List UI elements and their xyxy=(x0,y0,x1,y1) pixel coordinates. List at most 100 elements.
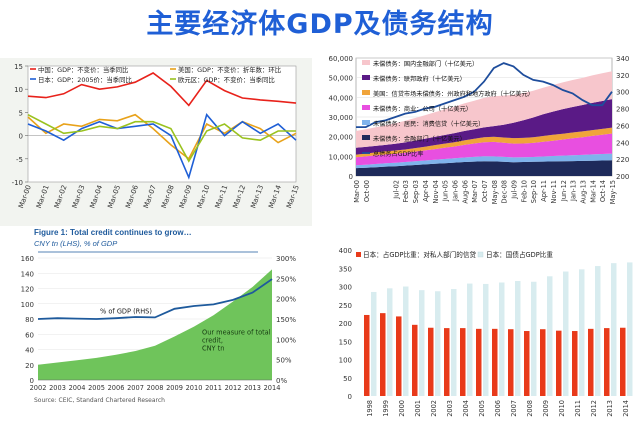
legend-label: 美国：信贷市场未偿债务：州政府和地方政府（十亿美元） xyxy=(373,90,534,98)
y-tick-label: -5 xyxy=(16,156,23,164)
bar-private-credit xyxy=(508,329,514,396)
y-tick-label: 20,000 xyxy=(329,134,354,142)
area-series-3 xyxy=(356,127,612,158)
china-credit-svg: 0 20 40 60 80 100 120 140 160 0% 50% 100% 150% 200% 25… xyxy=(21,251,296,404)
x-tick-label: 2009 xyxy=(166,384,183,392)
x-tick-label: 2002 xyxy=(430,400,438,417)
y-tick-label: 0 xyxy=(348,393,352,401)
bar-private-credit xyxy=(460,328,466,396)
bar-private-credit xyxy=(476,328,482,396)
x-tick-label: 2003 xyxy=(446,400,454,417)
series-line-0 xyxy=(27,72,297,107)
x-tick-label: 2013 xyxy=(606,400,614,417)
x-tick-label: 2012 xyxy=(225,384,242,392)
y-tick-label: 15 xyxy=(14,63,23,71)
legend-swatch xyxy=(356,252,361,257)
area-series-2 xyxy=(356,133,612,166)
x-tick-label: Mar-02 xyxy=(53,184,69,209)
x-tick-label: Mar-14 xyxy=(267,183,283,209)
x-tick-label: Mar-14 xyxy=(589,180,597,203)
y2-tick-label: 340 xyxy=(616,55,629,63)
y-tick-label: 40,000 xyxy=(329,94,354,102)
x-tick-label: 2005 xyxy=(478,400,486,417)
y2-tick-label: 220 xyxy=(616,156,629,164)
x-tick-label: 2011 xyxy=(574,400,582,417)
legend-swatch xyxy=(362,75,370,80)
bar-private-credit xyxy=(428,327,434,396)
x-tick-label: Oct-14 xyxy=(599,180,607,202)
y-tick-label: 30,000 xyxy=(329,114,354,122)
x-tick-label: Mar-07 xyxy=(142,184,158,209)
x-tick-label: Apr-04 xyxy=(422,180,430,202)
bar-government-debt xyxy=(579,269,585,396)
x-tick-label: Jul-02 xyxy=(392,180,400,200)
x-tick-label: 2007 xyxy=(127,384,144,392)
x-tick-label: Mar-03 xyxy=(71,184,87,209)
y-tick-label: 0 xyxy=(349,173,353,181)
legend-label: 日本：GDP：2005价：当季同比 xyxy=(38,75,133,84)
y-tick-label: 150 xyxy=(339,338,352,346)
y2-tick-label: 50% xyxy=(276,357,292,365)
x-tick-label: Mar-01 xyxy=(35,184,51,209)
x-tick-label: Mar-06 xyxy=(124,183,140,209)
y-tick-label: 120 xyxy=(21,286,34,294)
x-tick-label: Mar-08 xyxy=(160,184,176,209)
legend-label: 日本：国债占GDP比重 xyxy=(486,250,553,259)
series-line-2 xyxy=(27,113,297,180)
x-tick-label: 1999 xyxy=(382,400,390,417)
bar-government-debt xyxy=(451,289,457,396)
y-tick-label: 100 xyxy=(339,357,352,365)
x-tick-label: Aug-13 xyxy=(579,180,587,204)
bar-government-debt xyxy=(563,271,569,396)
legend-label: 未偿债务：金融部门（十亿美元） xyxy=(373,135,466,143)
x-tick-label: 2012 xyxy=(590,400,598,417)
bar-government-debt xyxy=(531,281,537,396)
bar-government-debt xyxy=(403,286,409,396)
legend-label: 中国：GDP：不变价：当季同比 xyxy=(38,65,129,74)
y-tick-label: 40 xyxy=(25,347,34,355)
x-tick-label: Mar-07 xyxy=(471,180,479,203)
chart-gdp-growth: -10 -5 0 5 10 15 Mar-00 Mar-01 Mar-02 Mar-03 Mar-0… xyxy=(0,58,312,226)
x-tick-label: 2014 xyxy=(264,384,281,392)
legend-label: 未偿债务：商业：公司（十亿美元） xyxy=(373,105,472,113)
y2-tick-label: 0% xyxy=(276,377,287,385)
y-tick-label: 20 xyxy=(25,362,34,370)
x-tick-label: Mar-13 xyxy=(249,184,265,209)
gdp-ratio-line xyxy=(37,278,273,320)
x-tick-label: Dec-08 xyxy=(501,180,509,204)
bar-private-credit xyxy=(572,331,578,396)
bar-private-credit xyxy=(588,328,594,396)
y2-tick-label: 150% xyxy=(276,316,296,324)
us-debt-svg: 0 10,000 20,000 30,000 40,000 50,000 60,000 200… xyxy=(329,55,630,204)
y-tick-label: 0 xyxy=(30,377,34,385)
source-note: Source: CEIC, Standard Chartered Researc… xyxy=(34,397,165,404)
bar-private-credit xyxy=(620,327,626,396)
y2-tick-label: 240 xyxy=(616,139,629,147)
y2-tick-label: 200 xyxy=(616,173,629,181)
x-tick-label: 2005 xyxy=(88,384,105,392)
x-tick-label: Feb-10 xyxy=(520,180,528,202)
x-tick-label: 2009 xyxy=(542,400,550,417)
y-tick-label: 80 xyxy=(25,316,34,324)
x-tick-label: 2010 xyxy=(186,384,203,392)
bar-government-debt xyxy=(515,281,521,396)
x-tick-label: 2008 xyxy=(526,400,534,417)
bar-private-credit xyxy=(412,324,418,396)
bar-government-debt xyxy=(419,290,425,396)
x-tick-label: 2006 xyxy=(108,384,125,392)
x-tick-label: Jul-09 xyxy=(511,180,519,200)
annotation-gdp-ratio: % of GDP (RHS) xyxy=(100,308,152,316)
x-tick-label: 1998 xyxy=(366,400,374,417)
legend-swatch xyxy=(362,90,370,95)
chart-us-debt: 0 10,000 20,000 30,000 40,000 50,000 60,000 200… xyxy=(322,52,640,228)
y-tick-label: 140 xyxy=(21,270,34,278)
bar-government-debt xyxy=(611,263,617,396)
bar-government-debt xyxy=(595,266,601,396)
x-tick-label: Sep-10 xyxy=(530,180,538,203)
x-tick-label: Sep-03 xyxy=(412,180,420,203)
y-tick-label: 60 xyxy=(25,331,34,339)
x-tick-label: Mar-04 xyxy=(89,183,105,209)
y2-tick-label: 200% xyxy=(276,296,296,304)
x-tick-label: 2010 xyxy=(558,400,566,417)
